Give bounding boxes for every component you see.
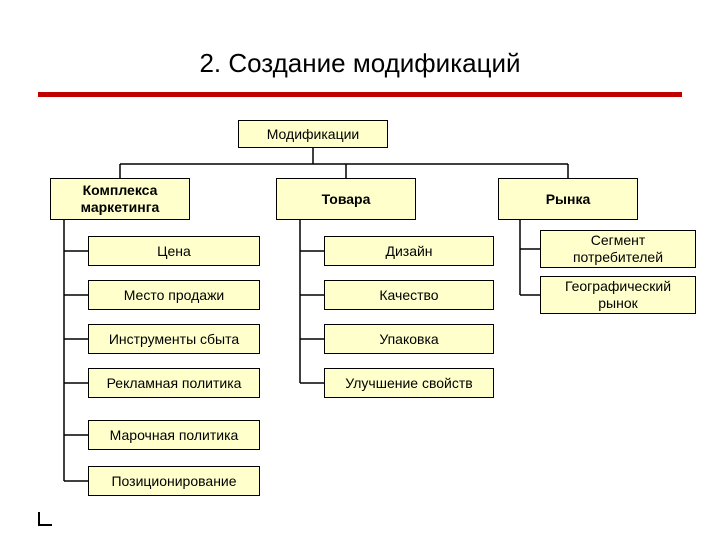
col1-item-5: Позиционирование	[88, 466, 260, 496]
col3-item-1: Географический рынок	[540, 276, 696, 314]
connector-lines	[0, 0, 720, 540]
col1-item-2: Инструменты сбыта	[88, 324, 260, 354]
col1-item-1: Место продажи	[88, 280, 260, 310]
branch-head-2: Рынка	[498, 178, 638, 220]
page-title: 2. Создание модификаций	[0, 48, 720, 79]
col1-item-3: Рекламная политика	[88, 368, 260, 398]
col2-item-0: Дизайн	[324, 236, 494, 266]
col2-item-2: Упаковка	[324, 324, 494, 354]
col1-item-4: Марочная политика	[88, 420, 260, 450]
corner-mark	[38, 512, 52, 526]
col2-item-3: Улучшение свойств	[324, 368, 494, 398]
red-divider	[38, 92, 682, 97]
branch-head-1: Товара	[276, 178, 416, 220]
col3-item-0: Сегмент потребителей	[540, 230, 696, 268]
branch-head-0: Комплекса маркетинга	[50, 178, 190, 220]
col2-item-1: Качество	[324, 280, 494, 310]
root-box: Модификации	[238, 120, 388, 148]
col1-item-0: Цена	[88, 236, 260, 266]
